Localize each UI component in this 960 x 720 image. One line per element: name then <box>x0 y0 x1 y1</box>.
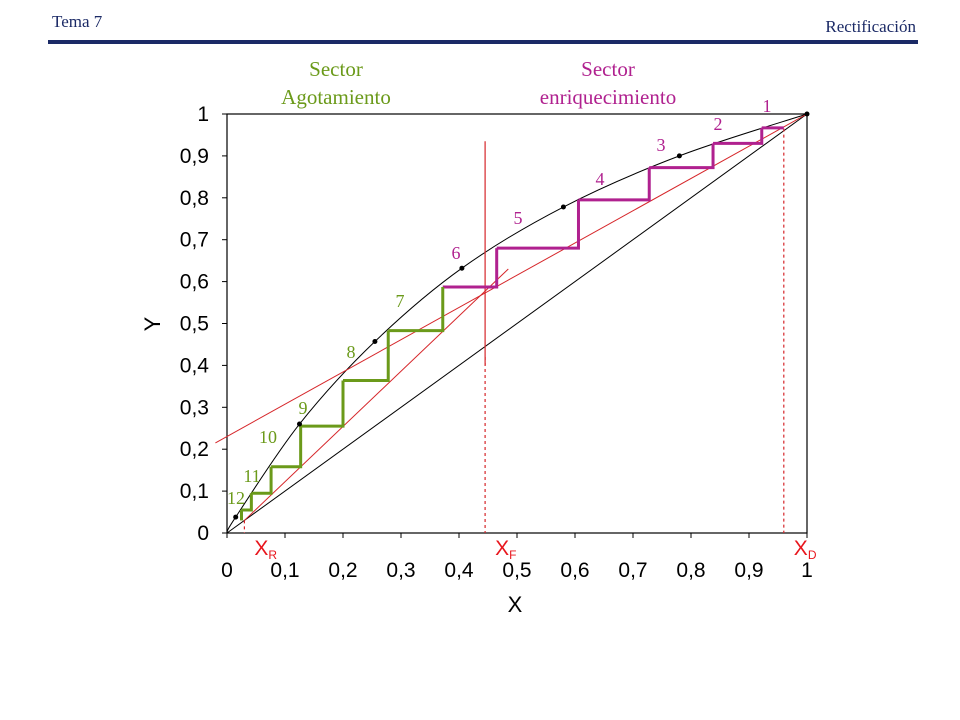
stripping-sector-label-line2: Agotamiento <box>281 85 391 109</box>
y-axis-label: Y <box>140 316 165 331</box>
y-tick-label: 0,2 <box>180 438 209 461</box>
equilibrium-point <box>560 204 566 210</box>
stripping-stage-label: 7 <box>396 291 405 311</box>
header-right-title: Rectificación <box>825 17 916 36</box>
x-tick-label: 0,3 <box>386 559 415 582</box>
x-tick-label: 0,6 <box>560 559 589 582</box>
composition-marker-d: XD <box>794 537 817 562</box>
enriching-stage-label: 1 <box>763 96 772 116</box>
stripping-step-7 <box>388 287 445 333</box>
x-tick-label: 0 <box>221 559 233 582</box>
header-rule <box>48 40 918 44</box>
enriching-sector-label-line2: enriquecimiento <box>540 85 676 109</box>
enriching-stage-label: 6 <box>452 243 461 263</box>
enriching-step-4 <box>578 167 651 202</box>
equilibrium-point <box>804 111 810 117</box>
header-left-title: Tema 7 <box>52 12 103 31</box>
equilibrium-point <box>233 514 239 520</box>
stripping-stage-label: 12 <box>227 488 245 508</box>
composition-marker-f: XF <box>495 537 516 562</box>
stripping-stage-label: 11 <box>243 466 260 486</box>
x-tick-label: 0,2 <box>328 559 357 582</box>
enriching-stage-label: 2 <box>714 114 723 134</box>
stripping-step-11 <box>251 466 273 495</box>
plot-area: 0 0,1 0,2 0,3 0,4 0,5 0,6 0,7 0,8 0,9 100,10,20,30… <box>180 96 817 582</box>
composition-marker-r: XR <box>254 537 277 562</box>
y-tick-label: 0,4 <box>180 354 210 377</box>
diagonal-line <box>226 113 808 534</box>
enriching-step-6 <box>442 248 499 289</box>
enriching-step-5 <box>496 199 580 250</box>
enriching-operating-line <box>215 113 808 444</box>
y-tick-label: 0,1 <box>180 480 209 503</box>
x-tick-label: 0,4 <box>444 559 474 582</box>
y-tick-label: 0,5 <box>180 313 209 336</box>
x-axis-label: X <box>508 592 523 617</box>
x-tick-label: 0,5 <box>502 559 531 582</box>
y-tick-label: 1 <box>197 103 209 126</box>
enriching-stage-label: 3 <box>657 135 666 155</box>
stripping-step-10 <box>271 426 303 469</box>
axis-ticks: 0 0,1 0,2 0,3 0,4 0,5 0,6 0,7 0,8 0,9 100,10,20,30… <box>180 103 813 582</box>
y-tick-label: 0,3 <box>180 396 209 419</box>
x-tick-label: 0,7 <box>618 559 647 582</box>
stripping-stage-label: 10 <box>259 427 277 447</box>
equilibrium-point <box>297 421 302 427</box>
y-tick-label: 0,7 <box>180 229 209 252</box>
equilibrium-point <box>372 339 378 345</box>
y-tick-label: 0 <box>197 522 209 545</box>
x-tick-label: 0,9 <box>734 559 763 582</box>
equilibrium-point <box>459 265 465 271</box>
enriching-step-2 <box>713 127 764 145</box>
y-tick-label: 0,8 <box>180 187 209 210</box>
y-tick-label: 0,6 <box>180 271 209 294</box>
stripping-sector-label-line1: Sector <box>309 57 363 81</box>
x-tick-label: 1 <box>801 559 813 582</box>
equilibrium-point <box>676 153 682 159</box>
enriching-sector-label-line1: Sector <box>581 57 635 81</box>
stripping-operating-line <box>244 268 509 521</box>
enriching-step-3 <box>649 143 715 170</box>
y-tick-label: 0,9 <box>180 145 209 168</box>
stripping-step-9 <box>300 380 345 428</box>
stripping-stage-label: 9 <box>299 398 308 418</box>
x-tick-label: 0,1 <box>270 559 299 582</box>
stripping-step-12 <box>241 493 253 512</box>
enriching-stage-label: 4 <box>596 169 605 189</box>
enriching-stage-label: 5 <box>514 208 523 228</box>
stripping-stage-label: 8 <box>347 342 356 362</box>
x-tick-label: 0,8 <box>676 559 705 582</box>
stripping-step-8 <box>343 330 390 382</box>
